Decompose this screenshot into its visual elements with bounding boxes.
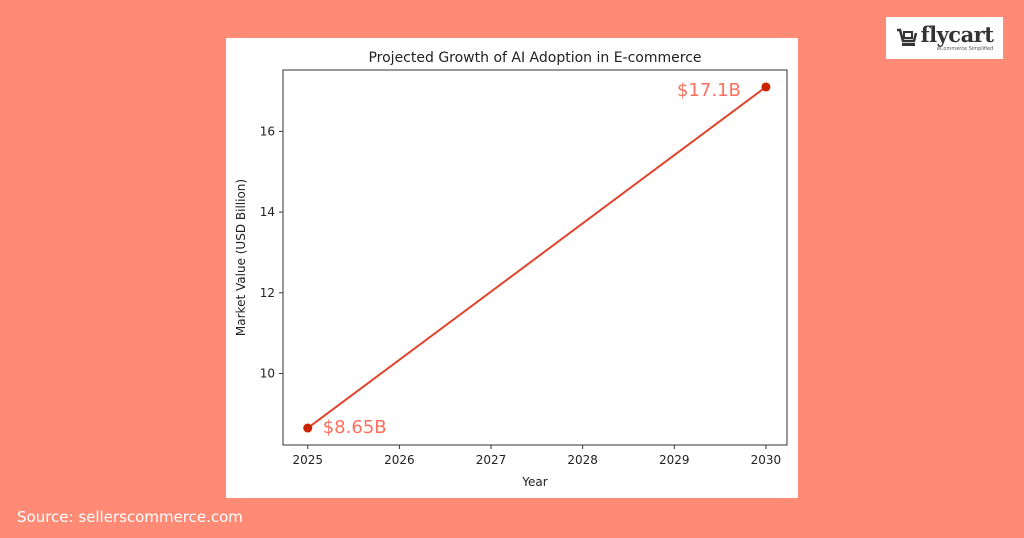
data-point [303, 423, 313, 433]
data-label-2025: $8.65B [323, 417, 387, 438]
logo-wordmark: flycart [920, 22, 994, 47]
source-caption: Source: sellerscommerce.com [17, 508, 243, 526]
plot-frame [282, 69, 788, 446]
y-tick-label: 12 [260, 286, 275, 300]
chart-card [226, 38, 798, 498]
x-tick-label: 2028 [567, 453, 598, 467]
x-axis-label: Year [521, 475, 547, 489]
data-label-2030: $17.1B [677, 80, 741, 101]
x-tick-label: 2030 [751, 453, 782, 467]
y-tick-label: 14 [260, 205, 275, 219]
logo-text: flycart eCommerce Simplified [920, 22, 994, 53]
data-point [761, 82, 771, 92]
x-tick-label: 2029 [659, 453, 690, 467]
y-tick-label: 16 [260, 124, 275, 138]
logo-tagline: eCommerce Simplified [936, 46, 994, 52]
x-tick-label: 2025 [292, 453, 323, 467]
chart-title: Projected Growth of AI Adoption in E-com… [368, 50, 701, 66]
y-axis-label: Market Value (USD Billion) [234, 179, 248, 336]
y-tick-label: 10 [260, 367, 275, 381]
series-line [307, 86, 767, 429]
flycart-logo: flycart eCommerce Simplified [886, 17, 1003, 59]
cart-icon [896, 28, 917, 46]
x-tick-label: 2026 [384, 453, 415, 467]
x-tick-label: 2027 [476, 453, 507, 467]
